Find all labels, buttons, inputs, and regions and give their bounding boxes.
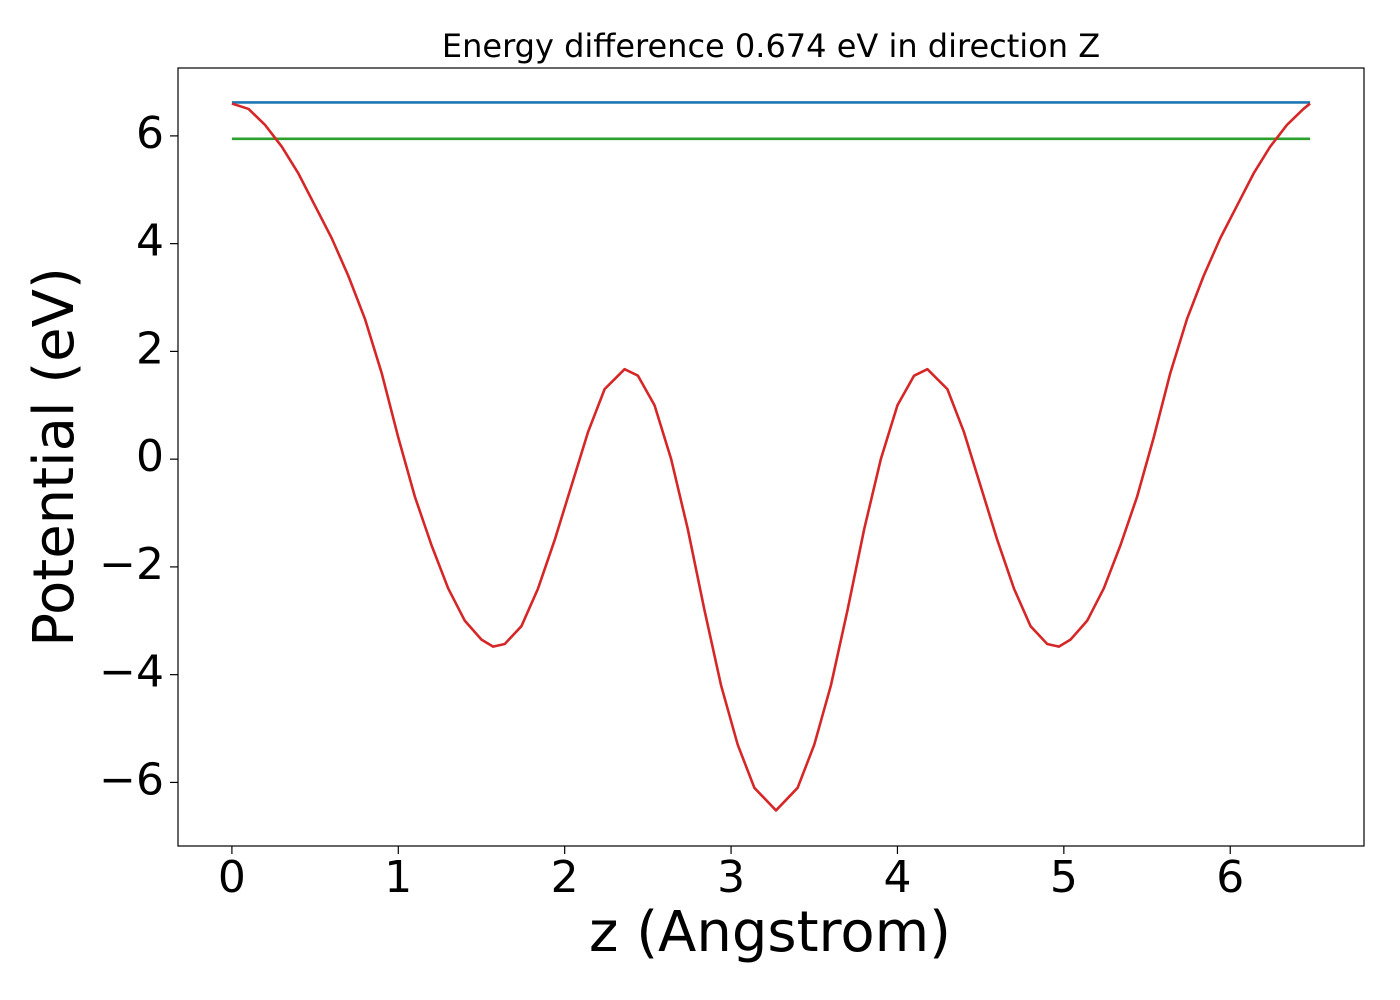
- x-tick-label: 3: [717, 852, 745, 903]
- x-tick-label: 6: [1216, 852, 1244, 903]
- y-tick-label: −4: [99, 647, 164, 698]
- x-tick-label: 2: [551, 852, 579, 903]
- y-tick-label: 4: [136, 216, 164, 267]
- x-tick-label: 1: [384, 852, 412, 903]
- y-tick-label: 2: [136, 323, 164, 374]
- y-tick-label: 6: [136, 108, 164, 159]
- plot-frame: [177, 67, 1365, 847]
- line-series: [231, 102, 1311, 812]
- x-axis-label: z (Angstrom): [589, 900, 951, 965]
- y-tick-label: −6: [99, 754, 164, 805]
- x-tick-label: 0: [218, 852, 246, 903]
- y-tick-label: 0: [136, 431, 164, 482]
- y-tick-label: −2: [99, 539, 164, 590]
- x-tick-label: 5: [1050, 852, 1078, 903]
- y-axis-label: Potential (eV): [22, 267, 87, 647]
- x-tick-label: 4: [883, 852, 911, 903]
- chart-title: Energy difference 0.674 eV in direction …: [442, 27, 1100, 65]
